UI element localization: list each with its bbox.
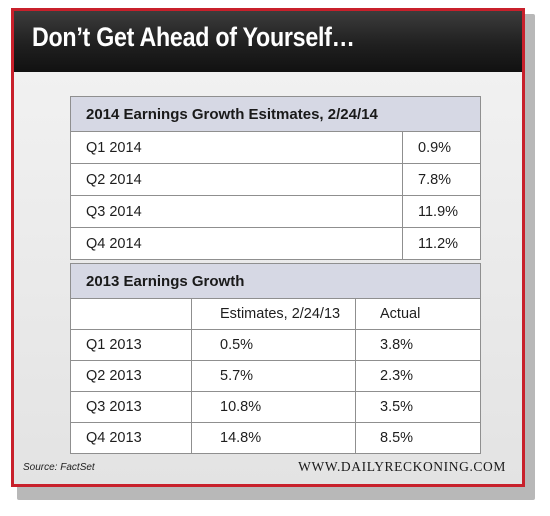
table-2014-estimates: 2014 Earnings Growth Esitmates, 2/24/14 … (70, 96, 481, 260)
table-cell-value: 11.9% (402, 195, 481, 228)
table-cell-quarter: Q1 2014 (70, 131, 403, 164)
table-cell-quarter: Q4 2014 (70, 227, 403, 260)
table-row: Q3 2013 10.8% 3.5% (70, 391, 481, 423)
table-header-row: Estimates, 2/24/13 Actual (70, 298, 481, 330)
chart-title: Don’t Get Ahead of Yourself… (32, 22, 355, 52)
table-row: Q4 2014 11.2% (70, 227, 481, 260)
table-row: Q2 2014 7.8% (70, 163, 481, 196)
table-cell-actual: 2.3% (355, 360, 481, 392)
table-cell-quarter: Q2 2014 (70, 163, 403, 196)
table-cell-quarter: Q2 2013 (70, 360, 192, 392)
table-cell-estimate: 5.7% (191, 360, 356, 392)
table-cell-estimate: 14.8% (191, 422, 356, 454)
table-cell-actual: 3.8% (355, 329, 481, 361)
table-row: Q1 2014 0.9% (70, 131, 481, 164)
table-title: 2013 Earnings Growth (70, 263, 481, 299)
table-cell-estimate: 0.5% (191, 329, 356, 361)
column-header-quarter (70, 298, 192, 330)
content-panel: 2014 Earnings Growth Esitmates, 2/24/14 … (14, 72, 522, 484)
table-cell-actual: 3.5% (355, 391, 481, 423)
table-row: Q2 2013 5.7% 2.3% (70, 360, 481, 392)
table-row: Q4 2013 14.8% 8.5% (70, 422, 481, 454)
column-header-estimates: Estimates, 2/24/13 (191, 298, 356, 330)
table-title: 2014 Earnings Growth Esitmates, 2/24/14 (70, 96, 481, 132)
table-cell-value: 0.9% (402, 131, 481, 164)
table-cell-value: 11.2% (402, 227, 481, 260)
table-cell-estimate: 10.8% (191, 391, 356, 423)
title-bar: Don’t Get Ahead of Yourself… (14, 11, 522, 72)
table-cell-quarter: Q3 2014 (70, 195, 403, 228)
table-cell-quarter: Q4 2013 (70, 422, 192, 454)
table-cell-quarter: Q3 2013 (70, 391, 192, 423)
table-row: Q3 2014 11.9% (70, 195, 481, 228)
table-row: Q1 2013 0.5% 3.8% (70, 329, 481, 361)
table-2013-growth: 2013 Earnings Growth Estimates, 2/24/13 … (70, 263, 481, 454)
chart-card: Don’t Get Ahead of Yourself… 2014 Earnin… (11, 8, 525, 487)
site-credit: WWW.DAILYRECKONING.COM (298, 459, 506, 474)
table-cell-quarter: Q1 2013 (70, 329, 192, 361)
table-cell-value: 7.8% (402, 163, 481, 196)
source-note: Source: FactSet (23, 462, 95, 473)
table-cell-actual: 8.5% (355, 422, 481, 454)
column-header-actual: Actual (355, 298, 481, 330)
